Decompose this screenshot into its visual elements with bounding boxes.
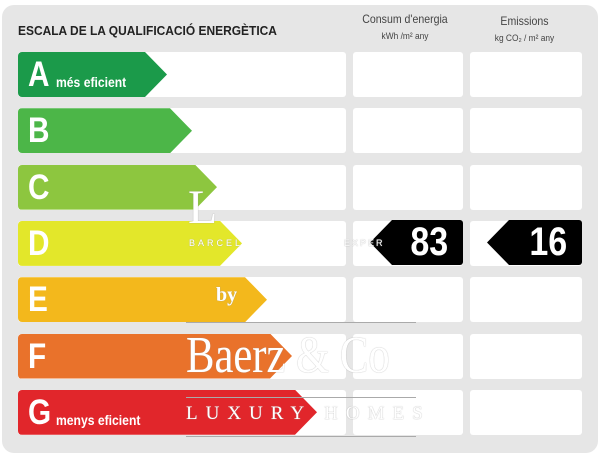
rating-bar-e: E bbox=[18, 277, 267, 322]
rating-description: menys eficient bbox=[56, 412, 141, 428]
consumption-cell bbox=[353, 52, 463, 97]
emissions-cell bbox=[470, 52, 582, 97]
rating-letter: A bbox=[28, 55, 50, 94]
emissions-cell bbox=[470, 277, 582, 323]
watermark-city: BARCEL bbox=[189, 238, 244, 248]
watermark-by: by bbox=[216, 284, 238, 306]
emissions-header-label: Emissions bbox=[500, 14, 549, 28]
consumption-header: Consum d'energia kWh /m² any bbox=[357, 11, 454, 44]
emissions-cell bbox=[470, 389, 582, 435]
watermark-letter: L bbox=[188, 181, 218, 234]
emissions-value: 16 bbox=[528, 220, 567, 264]
rating-letter: F bbox=[28, 336, 47, 376]
rating-bar-d: D bbox=[18, 221, 242, 266]
emissions-header-unit: kg CO₂ / m² any bbox=[494, 33, 555, 45]
label-title: ESCALA DE LA QUALIFICACIÓ ENERGÈTICA bbox=[18, 23, 277, 38]
consumption-header-label: Consum d'energia bbox=[362, 12, 448, 26]
rating-letter: B bbox=[28, 111, 50, 151]
rating-letter: G bbox=[28, 392, 52, 432]
consumption-cell bbox=[353, 277, 463, 323]
watermark-tagline: LUXURY HOMES bbox=[186, 403, 431, 424]
rating-letter: D bbox=[28, 223, 50, 263]
rating-description: més eficient bbox=[56, 75, 127, 90]
rating-letter: E bbox=[28, 280, 48, 320]
consumption-value-tag: 83 bbox=[370, 220, 463, 265]
consumption-cell bbox=[353, 333, 463, 379]
watermark-brand: Baerz & Co bbox=[186, 327, 390, 384]
consumption-cell bbox=[353, 108, 463, 154]
rating-letter: C bbox=[28, 167, 50, 207]
emissions-cell bbox=[470, 164, 582, 210]
watermark-divider bbox=[186, 322, 416, 323]
consumption-cell bbox=[353, 164, 463, 210]
watermark-experts: EXPER bbox=[344, 238, 385, 248]
rating-bar-b: B bbox=[18, 108, 192, 153]
rating-bar-f: F bbox=[18, 334, 292, 379]
watermark-divider bbox=[186, 397, 416, 398]
consumption-header-unit: kWh /m² any bbox=[381, 31, 429, 43]
emissions-cell bbox=[470, 108, 582, 154]
consumption-value: 83 bbox=[409, 220, 448, 264]
emissions-header: Emissions kg CO₂ / m² any bbox=[474, 13, 575, 46]
emissions-cell bbox=[470, 333, 582, 379]
emissions-value-tag: 16 bbox=[487, 220, 582, 265]
watermark-divider bbox=[186, 436, 416, 437]
rating-bar-c: C bbox=[18, 165, 217, 210]
